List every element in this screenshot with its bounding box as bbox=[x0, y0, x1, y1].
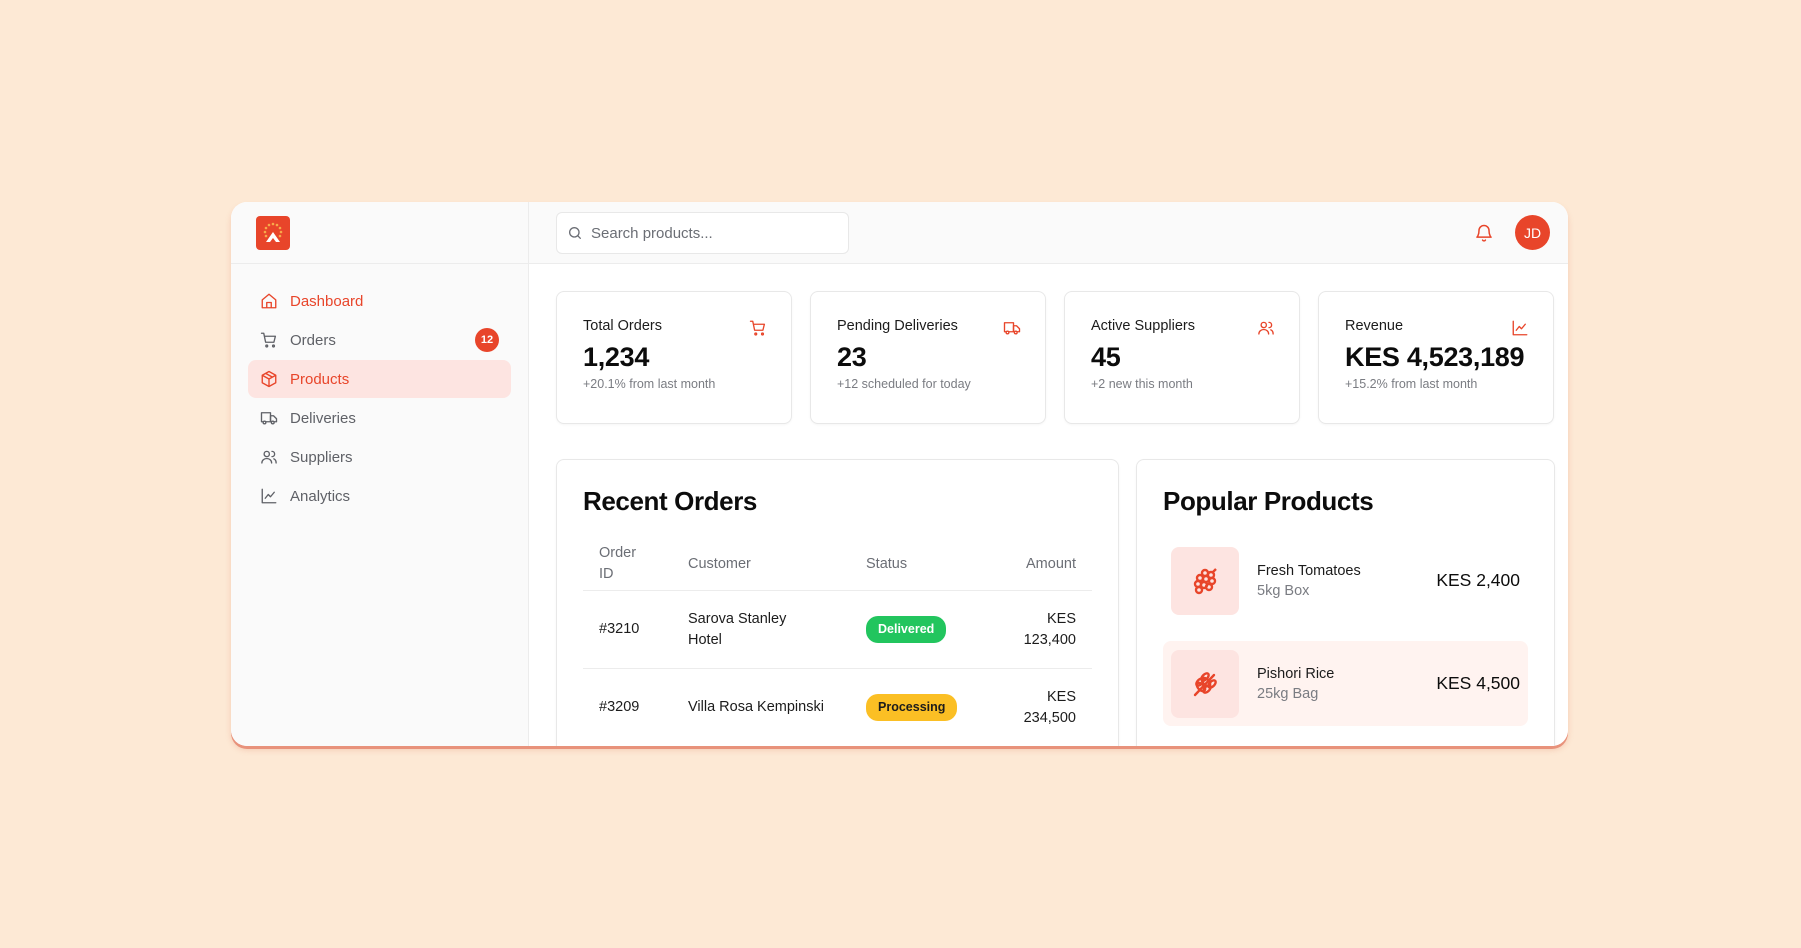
product-unit: 25kg Bag bbox=[1257, 685, 1319, 702]
truck-icon bbox=[1003, 319, 1021, 337]
sidebar-item-deliveries[interactable]: Deliveries bbox=[248, 399, 511, 437]
stat-value: KES 4,523,189 bbox=[1345, 342, 1525, 372]
list-item[interactable]: Fresh Tomatoes 5kg Box KES 2,400 bbox=[1163, 538, 1528, 623]
sidebar-item-orders[interactable]: Orders 12 bbox=[248, 321, 511, 359]
stat-subtext: +2 new this month bbox=[1091, 377, 1193, 391]
logo-icon[interactable] bbox=[256, 216, 290, 250]
stat-subtext: +12 scheduled for today bbox=[837, 377, 971, 391]
sidebar-item-label: Dashboard bbox=[290, 292, 364, 310]
sidebar-nav: Dashboard Orders 12 Products Deliveries bbox=[248, 282, 511, 516]
products-list: Fresh Tomatoes 5kg Box KES 2,400 bbox=[1163, 538, 1528, 744]
users-icon bbox=[1257, 319, 1275, 337]
sidebar-item-label: Deliveries bbox=[290, 409, 356, 427]
order-amount: KES 234,500 bbox=[1023, 688, 1076, 726]
column-header-status[interactable]: Status bbox=[866, 555, 908, 572]
stat-label: Pending Deliveries bbox=[837, 318, 958, 334]
orders-table: Order ID Customer Status Amount #3210 Sa… bbox=[583, 538, 1092, 746]
search-box[interactable] bbox=[556, 212, 849, 254]
search-input[interactable] bbox=[591, 224, 831, 242]
users-icon bbox=[260, 448, 278, 466]
sidebar-item-label: Analytics bbox=[290, 487, 351, 505]
panel-title: Popular Products bbox=[1163, 486, 1374, 516]
line-chart-icon bbox=[1511, 319, 1529, 337]
stat-subtext: +15.2% from last month bbox=[1345, 377, 1478, 391]
user-avatar[interactable]: JD bbox=[1515, 215, 1550, 250]
product-price: KES 4,500 bbox=[1436, 673, 1520, 693]
table-row[interactable]: #3209 Villa Rosa Kempinski Processing KE… bbox=[583, 669, 1092, 746]
wheat-icon bbox=[1171, 649, 1239, 718]
cart-icon bbox=[749, 319, 767, 337]
box-icon bbox=[260, 370, 278, 388]
app-window: Dashboard Orders 12 Products Deliveries bbox=[231, 202, 1568, 746]
order-id: #3210 bbox=[599, 621, 640, 637]
truck-icon bbox=[260, 409, 278, 427]
stat-card-active-suppliers: Active Suppliers 45 +2 new this month bbox=[1064, 291, 1300, 424]
sidebar: Dashboard Orders 12 Products Deliveries bbox=[231, 202, 529, 746]
grapes-icon bbox=[1171, 546, 1239, 615]
stat-value: 45 bbox=[1091, 342, 1121, 372]
stat-label: Total Orders bbox=[583, 318, 662, 334]
top-bar: JD bbox=[529, 202, 1568, 264]
sidebar-item-products[interactable]: Products bbox=[248, 360, 511, 398]
sidebar-item-analytics[interactable]: Analytics bbox=[248, 477, 511, 515]
customer-name: Villa Rosa Kempinski bbox=[688, 699, 824, 715]
product-unit: 5kg Box bbox=[1257, 582, 1310, 599]
order-amount: KES 123,400 bbox=[1023, 610, 1076, 648]
line-chart-icon bbox=[260, 487, 278, 505]
stat-card-pending-deliveries: Pending Deliveries 23 +12 scheduled for … bbox=[810, 291, 1046, 424]
stat-subtext: +20.1% from last month bbox=[583, 377, 716, 391]
sidebar-item-suppliers[interactable]: Suppliers bbox=[248, 438, 511, 476]
customer-name: Sarova Stanley Hotel bbox=[688, 610, 787, 648]
sidebar-item-label: Suppliers bbox=[290, 448, 353, 466]
orders-count-badge: 12 bbox=[475, 328, 499, 352]
main-content: Total Orders 1,234 +20.1% from last mont… bbox=[529, 264, 1568, 746]
product-name: Pishori Rice bbox=[1257, 665, 1335, 682]
sidebar-item-dashboard[interactable]: Dashboard bbox=[248, 282, 511, 320]
list-item[interactable]: Pishori Rice 25kg Bag KES 4,500 bbox=[1163, 641, 1528, 726]
bell-icon[interactable] bbox=[1474, 223, 1494, 243]
sidebar-item-label: Products bbox=[290, 370, 350, 388]
stat-card-revenue: Revenue KES 4,523,189 +15.2% from last m… bbox=[1318, 291, 1554, 424]
order-id: #3209 bbox=[599, 699, 640, 715]
stat-card-total-orders: Total Orders 1,234 +20.1% from last mont… bbox=[556, 291, 792, 424]
stat-label: Revenue bbox=[1345, 318, 1404, 334]
cart-icon bbox=[260, 331, 278, 349]
table-row[interactable]: #3210 Sarova Stanley Hotel Delivered KES… bbox=[583, 591, 1092, 669]
status-badge-delivered: Delivered bbox=[866, 616, 947, 643]
status-badge-processing: Processing bbox=[866, 694, 958, 721]
search-icon bbox=[569, 227, 581, 239]
column-header-customer[interactable]: Customer bbox=[688, 555, 751, 572]
column-header-order-id[interactable]: Order ID bbox=[599, 545, 637, 582]
stats-row: Total Orders 1,234 +20.1% from last mont… bbox=[556, 291, 1554, 424]
panel-title: Recent Orders bbox=[583, 486, 757, 516]
stat-label: Active Suppliers bbox=[1091, 318, 1195, 334]
home-icon bbox=[260, 292, 278, 310]
table-header: Order ID Customer Status Amount bbox=[583, 538, 1092, 591]
product-price: KES 2,400 bbox=[1436, 570, 1520, 590]
recent-orders-panel: Recent Orders Order ID Customer Status A… bbox=[556, 459, 1119, 746]
sidebar-item-label: Orders bbox=[290, 331, 336, 349]
sidebar-header bbox=[231, 202, 528, 264]
column-header-amount[interactable]: Amount bbox=[1026, 555, 1076, 572]
product-name: Fresh Tomatoes bbox=[1257, 562, 1361, 579]
stat-value: 1,234 bbox=[583, 342, 650, 372]
popular-products-panel: Popular Products Fresh Tomatoes bbox=[1136, 459, 1555, 746]
stat-value: 23 bbox=[837, 342, 867, 372]
